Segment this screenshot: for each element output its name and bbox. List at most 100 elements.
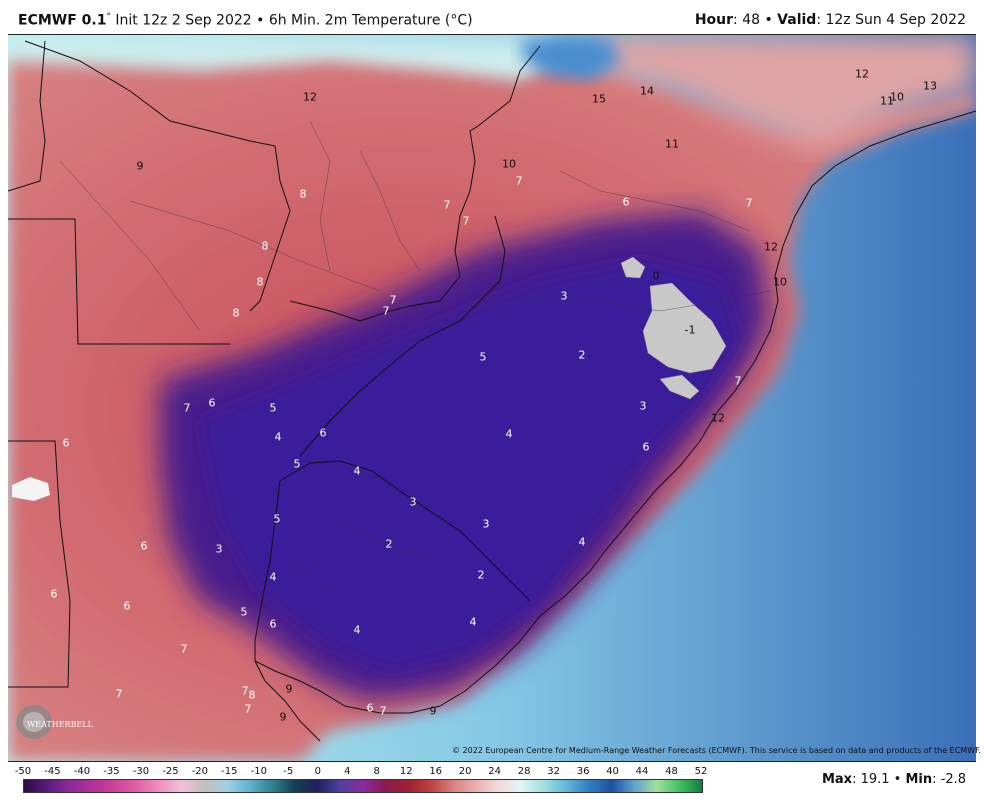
border-north [24, 40, 276, 147]
temperature-label: 5 [269, 401, 277, 415]
temperature-label: 8 [261, 239, 269, 253]
temperature-label: 6 [208, 396, 216, 410]
border-paraguay-east [289, 125, 479, 322]
valid-label: Valid [777, 12, 817, 28]
colorbar-tick-label: -30 [132, 766, 150, 777]
boundary-line [289, 560, 421, 682]
temperature-label: 3 [560, 289, 568, 303]
temperature-label: 6 [62, 436, 70, 450]
boundary-line [329, 520, 471, 602]
map-header: ECMWF 0.1° Init 12z 2 Sep 2022 • 6h Min.… [0, 0, 984, 34]
colorbar [23, 779, 703, 793]
copyright-notice: © 2022 European Centre for Medium-Range … [452, 746, 981, 755]
atlantic-coastline [254, 110, 976, 714]
temperature-label: 4 [353, 464, 361, 478]
temperature-label: 2 [578, 348, 586, 362]
colorbar-tick-label: -25 [162, 766, 179, 777]
temperature-label: 7 [241, 684, 249, 698]
boundary-line [309, 120, 331, 272]
temperature-label: 0 [652, 269, 660, 283]
temperature-label: 13 [923, 79, 937, 93]
temperature-label: 8 [256, 275, 264, 289]
colorbar-tick-label: 16 [429, 766, 443, 777]
boundary-line [520, 290, 771, 312]
west-white-patch [12, 477, 50, 501]
border-parana [299, 215, 506, 457]
hour-value: : 48 • [733, 12, 778, 28]
temperature-label: 4 [469, 615, 477, 629]
colorbar-tick-label: -35 [103, 766, 120, 777]
state-boundaries [59, 120, 771, 682]
temperature-label: 9 [285, 682, 293, 696]
temperature-label: 6 [50, 587, 58, 601]
colorbar-tick-label: 4 [344, 766, 351, 777]
colorbar-tick-label: 52 [694, 766, 708, 777]
temperature-label: 6 [642, 440, 650, 454]
purple-mid-field [200, 261, 740, 671]
hour-label: Hour [694, 12, 734, 28]
temperature-label: 12 [711, 411, 725, 425]
temperature-label: 10 [502, 157, 516, 171]
max-value: : 19.1 • [852, 772, 906, 787]
colorbar-tick-label: 24 [488, 766, 502, 777]
border-west-2 [8, 218, 230, 345]
colorbar-tick-label: -20 [191, 766, 209, 777]
degree-mark: ° [106, 12, 111, 22]
colorbar-tick-label: -50 [14, 766, 32, 777]
colorbar-tick-label: -45 [44, 766, 61, 777]
temperature-label: 6 [622, 195, 630, 209]
map-canvas [8, 35, 976, 761]
valid-value: : 12z Sun 4 Sep 2022 [816, 12, 966, 28]
temperature-label: 7 [389, 293, 397, 307]
temperature-label: 11 [880, 94, 894, 108]
boundary-line [559, 170, 751, 232]
logo-text: WEATHERBELL [27, 720, 93, 729]
colorbar-tick-label: -15 [221, 766, 238, 777]
map-title: ECMWF 0.1° Init 12z 2 Sep 2022 • 6h Min.… [18, 12, 473, 29]
river-estuary [254, 660, 321, 742]
northeast-warm-field [600, 35, 976, 151]
temperature-label: 10 [890, 90, 904, 104]
temperature-label: 11 [665, 137, 679, 151]
border-paraguay [249, 145, 291, 312]
temperature-map [8, 34, 976, 762]
temperature-label: 4 [578, 535, 586, 549]
temperature-label: 8 [232, 306, 240, 320]
border-west-3 [8, 440, 71, 688]
temperature-label: 7 [244, 702, 252, 716]
border-uruguay [279, 460, 531, 602]
weatherbell-logo [14, 702, 76, 742]
boundary-line [59, 160, 201, 332]
colorbar-tick-label: -5 [283, 766, 294, 777]
colorbar-tick-label: 40 [606, 766, 619, 777]
coastline-and-borders [8, 40, 976, 742]
model-name: ECMWF 0.1 [18, 12, 107, 29]
sub-zero-patch-tail [659, 374, 700, 400]
temperature-label: 7 [180, 642, 188, 656]
sub-zero-patch-small [620, 256, 646, 279]
temperature-label: 7 [462, 214, 470, 228]
temperature-label: 5 [293, 457, 301, 471]
temperature-label: 6 [140, 539, 148, 553]
boundary-line [359, 150, 421, 272]
sub-zero-patch [642, 282, 727, 374]
boundary-line [129, 200, 381, 292]
colorbar-tick-label: 44 [635, 766, 649, 777]
temperature-label: 6 [269, 617, 277, 631]
temperature-label: 4 [269, 570, 277, 584]
temperature-label: 4 [505, 427, 513, 441]
temperature-label: 7 [515, 174, 523, 188]
north-blue-patch [520, 35, 620, 81]
temperature-label: 12 [855, 67, 869, 81]
border-west-1 [8, 40, 46, 192]
max-min-summary: Max: 19.1 • Min: -2.8 [822, 772, 966, 787]
temperature-label: 6 [366, 701, 374, 715]
colorbar-tick-label: -40 [73, 766, 91, 777]
colorbar-tick-label: 48 [665, 766, 678, 777]
colorbar-tick-label: 0 [314, 766, 321, 777]
temperature-label: 5 [240, 605, 248, 619]
temperature-label: 8 [299, 187, 307, 201]
temperature-label: 4 [274, 430, 282, 444]
min-value: : -2.8 [932, 772, 966, 787]
colorbar-tick-label: 12 [399, 766, 413, 777]
